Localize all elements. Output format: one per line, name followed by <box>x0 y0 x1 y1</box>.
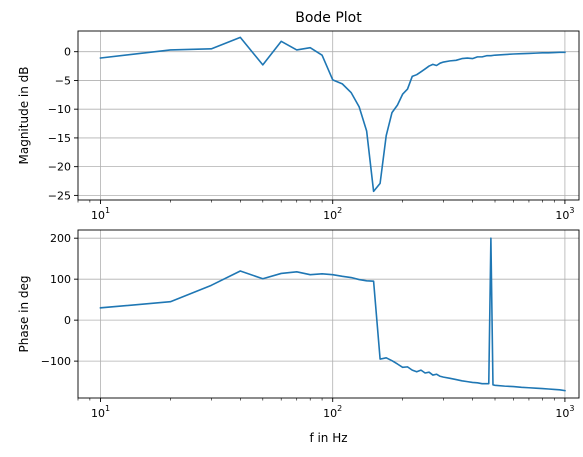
magnitude-y-axis-label: Magnitude in dB <box>17 67 31 165</box>
y-tick-label: 100 <box>50 273 71 286</box>
x-tick-label: 101 <box>91 404 110 420</box>
phase-y-axis-label: Phase in deg <box>17 275 31 352</box>
y-tick-label: −20 <box>48 161 71 174</box>
magnitude-panel: 0 −5 −10 −15 −20 −25 101 102 103 Bode Plot Magni… <box>17 10 579 222</box>
phase-axes-frame <box>78 230 579 398</box>
phase-panel: 200 100 0 −100 101 102 103 Phase in deg f in H… <box>17 230 579 445</box>
y-tick-label: 0 <box>64 46 71 59</box>
y-tick-label: 200 <box>50 232 71 245</box>
x-tick-label: 102 <box>323 404 342 420</box>
y-tick-label: 0 <box>64 314 71 327</box>
y-tick-label: −100 <box>41 355 71 368</box>
chart-title: Bode Plot <box>295 10 362 26</box>
y-tick-label: −25 <box>48 189 71 202</box>
x-tick-label: 102 <box>323 206 342 222</box>
x-axis-label: f in Hz <box>309 431 347 445</box>
magnitude-axes-frame <box>78 31 579 200</box>
y-tick-label: −5 <box>55 74 71 87</box>
x-tick-label: 103 <box>555 206 574 222</box>
y-tick-label: −15 <box>48 132 71 145</box>
x-tick-label: 101 <box>91 206 110 222</box>
y-tick-label: −10 <box>48 103 71 116</box>
x-tick-label: 103 <box>555 404 574 420</box>
